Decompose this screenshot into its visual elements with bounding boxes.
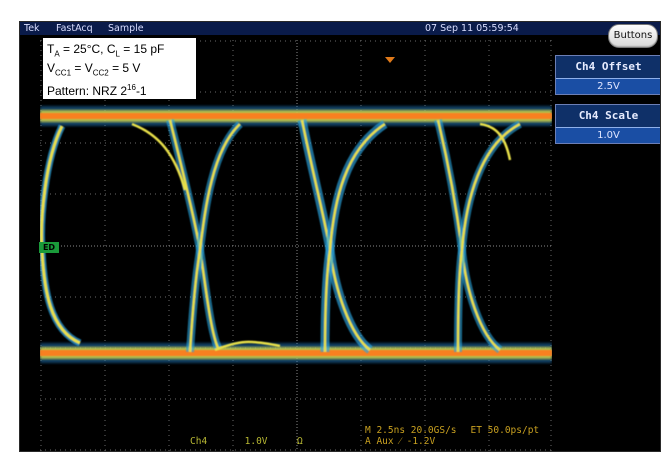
equivalent-time: ET 50.0ps/pt — [470, 425, 540, 436]
eye-transitions — [38, 119, 522, 354]
ch4-offset-value[interactable]: 2.5V — [556, 78, 660, 94]
ch4-offset-control[interactable]: Ch4 Offset 2.5V — [555, 55, 660, 95]
condition-temp-cap: TA = 25°C, CL = 15 pF — [47, 42, 165, 59]
ch4-scale-title: Ch4 Scale — [578, 109, 639, 122]
date-time: 07 Sep 11 05:59:54 — [425, 23, 519, 34]
channel-readout[interactable]: Ch4 1.0V Ω — [190, 436, 303, 447]
ch4-scale-control[interactable]: Ch4 Scale 1.0V — [555, 104, 660, 144]
side-menu: Ch4 Offset 2.5V Ch4 Scale 1.0V — [555, 52, 660, 451]
trigger-position-marker — [385, 57, 395, 63]
low-level-band — [40, 343, 552, 363]
channel-label: Ch4 — [190, 436, 208, 447]
channel-volts: 1.0V — [244, 436, 268, 447]
channel-coupling: Ω — [297, 436, 303, 447]
test-conditions-box: TA = 25°C, CL = 15 pF VCC1 = VCC2 = 5 V … — [42, 37, 197, 100]
brand-label: Tek — [24, 23, 40, 34]
condition-supply: VCC1 = VCC2 = 5 V — [47, 61, 141, 78]
ch4-offset-title: Ch4 Offset — [575, 60, 642, 73]
ch4-scale-value[interactable]: 1.0V — [556, 127, 660, 143]
condition-pattern: Pattern: NRZ 216-1 — [47, 83, 147, 98]
high-level-band — [40, 106, 552, 126]
horizontal-readout[interactable]: M 2.5ns 20.0GS/s ET 50.0ps/pt A Aux ⁄ -1.… — [365, 425, 539, 447]
status-bar: Tek FastAcq Sample 07 Sep 11 05:59:54 — [20, 22, 660, 35]
channel-ground-marker[interactable]: ED — [39, 242, 59, 253]
acquisition-mode[interactable]: FastAcq — [56, 23, 93, 34]
horizontal-scale: M 2.5ns 20.0GS/s — [365, 425, 457, 436]
waveform-canvas — [38, 40, 552, 451]
oscilloscope-display: Tek FastAcq Sample 07 Sep 11 05:59:54 Bu… — [19, 21, 661, 452]
trigger-readout: A Aux ⁄ -1.2V — [365, 436, 436, 447]
acquisition-type[interactable]: Sample — [108, 23, 144, 34]
buttons-button[interactable]: Buttons — [608, 24, 658, 48]
waveform-screen — [38, 40, 552, 451]
